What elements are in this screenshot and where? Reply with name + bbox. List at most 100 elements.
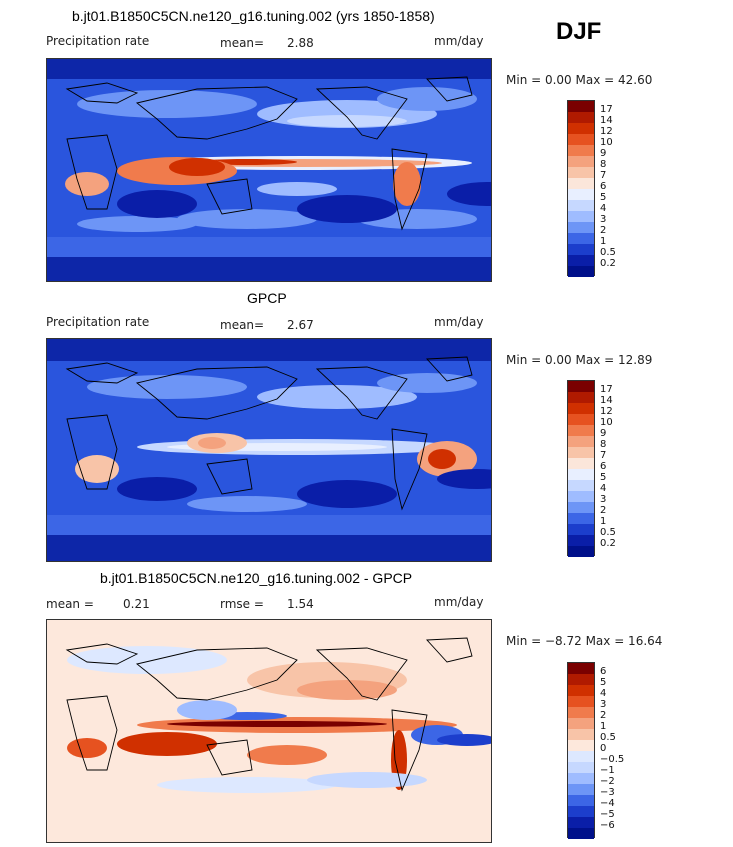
colorbar-swatch bbox=[568, 167, 594, 178]
colorbar-swatch bbox=[568, 674, 594, 685]
colorbar-tick-label: 17 bbox=[600, 104, 613, 115]
mean-value: 0.21 bbox=[123, 597, 150, 611]
colorbar-tick-label: 5 bbox=[600, 677, 607, 688]
colorbar-tick-label: 6 bbox=[600, 461, 607, 472]
panel-title: b.jt01.B1850C5CN.ne120_g16.tuning.002 - … bbox=[100, 570, 413, 586]
colorbar-swatch bbox=[568, 425, 594, 436]
colorbar-swatch bbox=[568, 718, 594, 729]
colorbar-swatch bbox=[568, 123, 594, 134]
colorbar-tick-label: 1 bbox=[600, 516, 607, 527]
colorbar-tick-label: −5 bbox=[600, 809, 615, 820]
precip-map bbox=[46, 338, 492, 562]
rmse-value: 1.54 bbox=[287, 597, 314, 611]
colorbar-tick-label: 1 bbox=[600, 236, 607, 247]
colorbar-tick-label: −0.5 bbox=[600, 754, 625, 765]
mean-label: mean = bbox=[46, 597, 94, 611]
colorbar-swatch bbox=[568, 546, 594, 557]
colorbar-tick-label: −3 bbox=[600, 787, 615, 798]
colorbar-tick-label: 7 bbox=[600, 170, 607, 181]
colorbar-swatch bbox=[568, 414, 594, 425]
colorbar-tick-label: −2 bbox=[600, 776, 615, 787]
colorbar-swatch bbox=[568, 762, 594, 773]
units-label: mm/day bbox=[434, 595, 484, 609]
colorbar-tick-label: 0.5 bbox=[600, 527, 616, 538]
colorbar-swatch bbox=[568, 696, 594, 707]
colorbar-swatch bbox=[568, 458, 594, 469]
colorbar-swatch bbox=[568, 392, 594, 403]
colorbar-tick-label: 2 bbox=[600, 710, 607, 721]
colorbar-tick-label: 6 bbox=[600, 666, 607, 677]
colorbar-swatch bbox=[568, 751, 594, 762]
colorbar-tick-label: 3 bbox=[600, 494, 607, 505]
colorbar-tick-label: 12 bbox=[600, 406, 613, 417]
colorbar-swatch bbox=[568, 447, 594, 458]
colorbar-swatch bbox=[568, 740, 594, 751]
colorbar-tick-label: 6 bbox=[600, 181, 607, 192]
colorbar-tick-label: −1 bbox=[600, 765, 615, 776]
difference-map bbox=[46, 619, 492, 843]
units-label: mm/day bbox=[434, 34, 484, 48]
colorbar-swatch bbox=[568, 535, 594, 546]
mean-label: mean= bbox=[220, 318, 265, 332]
colorbar-tick-label: 3 bbox=[600, 699, 607, 710]
mean-label: mean= bbox=[220, 36, 265, 50]
variable-label: Precipitation rate bbox=[46, 34, 150, 48]
panel-title: b.jt01.B1850C5CN.ne120_g16.tuning.002 (y… bbox=[72, 8, 435, 24]
colorbar-tick-label: 4 bbox=[600, 688, 607, 699]
colorbar-swatch bbox=[568, 436, 594, 447]
colorbar-tick-label: 5 bbox=[600, 192, 607, 203]
colorbar bbox=[567, 380, 595, 557]
colorbar-swatch bbox=[568, 112, 594, 123]
min-max-readout: Min = 0.00 Max = 12.89 bbox=[506, 353, 653, 367]
min-max-readout: Min = −8.72 Max = 16.64 bbox=[506, 634, 663, 648]
colorbar-swatch bbox=[568, 729, 594, 740]
colorbar-swatch bbox=[568, 773, 594, 784]
colorbar-tick-label: 0.2 bbox=[600, 538, 616, 549]
colorbar-swatch bbox=[568, 145, 594, 156]
colorbar-swatch bbox=[568, 502, 594, 513]
colorbar-tick-label: 14 bbox=[600, 395, 613, 406]
colorbar-swatch bbox=[568, 222, 594, 233]
colorbar-swatch bbox=[568, 513, 594, 524]
colorbar-swatch bbox=[568, 828, 594, 839]
colorbar-tick-label: 2 bbox=[600, 225, 607, 236]
colorbar-tick-label: 12 bbox=[600, 126, 613, 137]
colorbar-tick-label: 0.5 bbox=[600, 247, 616, 258]
colorbar-tick-label: −4 bbox=[600, 798, 615, 809]
colorbar bbox=[567, 662, 595, 839]
colorbar-swatch bbox=[568, 795, 594, 806]
colorbar-swatch bbox=[568, 156, 594, 167]
colorbar-tick-label: 0.5 bbox=[600, 732, 616, 743]
colorbar-tick-label: 9 bbox=[600, 148, 607, 159]
colorbar-swatch bbox=[568, 707, 594, 718]
colorbar-tick-label: 4 bbox=[600, 203, 607, 214]
colorbar-tick-label: −6 bbox=[600, 820, 615, 831]
colorbar-tick-label: 10 bbox=[600, 137, 613, 148]
colorbar-swatch bbox=[568, 200, 594, 211]
colorbar-tick-label: 2 bbox=[600, 505, 607, 516]
colorbar-tick-label: 7 bbox=[600, 450, 607, 461]
colorbar-labels: 6 5 4 3 2 1 0.5 0 −0.5 −1 −2 −3 −4 −5 −6 bbox=[600, 662, 644, 838]
colorbar bbox=[567, 100, 595, 277]
mean-value: 2.88 bbox=[287, 36, 314, 50]
colorbar-tick-label: 9 bbox=[600, 428, 607, 439]
colorbar-tick-label: 0.2 bbox=[600, 258, 616, 269]
map-field bbox=[47, 620, 491, 842]
units-label: mm/day bbox=[434, 315, 484, 329]
colorbar-tick-label: 0 bbox=[600, 743, 607, 754]
colorbar-swatch bbox=[568, 233, 594, 244]
colorbar-swatch bbox=[568, 524, 594, 535]
colorbar-tick-label: 17 bbox=[600, 384, 613, 395]
colorbar-swatch bbox=[568, 685, 594, 696]
colorbar-swatch bbox=[568, 469, 594, 480]
map-field bbox=[47, 339, 491, 561]
min-max-readout: Min = 0.00 Max = 42.60 bbox=[506, 73, 653, 87]
colorbar-swatch bbox=[568, 403, 594, 414]
colorbar-swatch bbox=[568, 806, 594, 817]
colorbar-swatch bbox=[568, 784, 594, 795]
colorbar-tick-label: 14 bbox=[600, 115, 613, 126]
colorbar-swatch bbox=[568, 255, 594, 266]
colorbar-swatch bbox=[568, 381, 594, 392]
colorbar-tick-label: 10 bbox=[600, 417, 613, 428]
colorbar-swatch bbox=[568, 663, 594, 674]
